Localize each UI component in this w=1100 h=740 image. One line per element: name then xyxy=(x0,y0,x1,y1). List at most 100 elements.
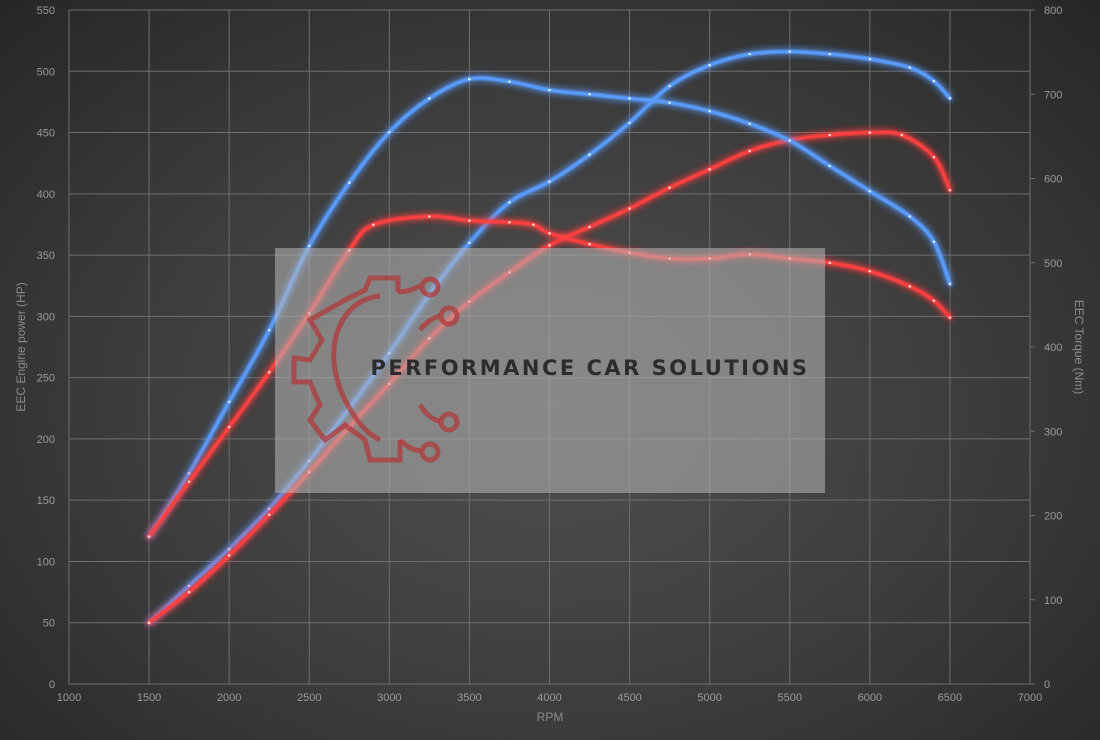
data-point xyxy=(828,52,832,56)
data-point xyxy=(227,425,231,429)
x-tick-label: 4000 xyxy=(537,692,561,704)
x-tick-label: 1500 xyxy=(137,692,161,704)
y-left-tick-label: 500 xyxy=(37,66,55,78)
data-point xyxy=(708,109,711,113)
data-point xyxy=(347,181,351,185)
x-tick-label: 5000 xyxy=(697,692,721,704)
data-point xyxy=(548,231,551,235)
data-point xyxy=(267,328,271,332)
x-tick-label: 6000 xyxy=(858,692,882,704)
y-right-tick-label: 200 xyxy=(1044,511,1062,523)
data-point xyxy=(828,261,832,265)
data-point xyxy=(668,101,671,104)
data-point xyxy=(588,225,591,229)
data-point xyxy=(468,77,471,81)
y-right-tick-label: 0 xyxy=(1044,679,1050,691)
data-point xyxy=(388,130,391,134)
data-point xyxy=(868,57,872,61)
data-point xyxy=(788,50,792,53)
data-point xyxy=(932,79,936,83)
data-point xyxy=(187,584,191,588)
data-point xyxy=(588,242,591,246)
data-point xyxy=(708,168,711,171)
data-point xyxy=(372,223,375,227)
y-right-tick-label: 400 xyxy=(1044,342,1062,354)
x-tick-label: 2000 xyxy=(217,692,241,704)
data-point xyxy=(868,189,872,193)
data-point xyxy=(468,241,471,245)
data-point xyxy=(908,215,912,218)
data-point xyxy=(588,92,591,96)
x-axis-label: RPM xyxy=(537,710,564,724)
data-point xyxy=(187,480,191,484)
data-point xyxy=(828,164,832,168)
data-point xyxy=(932,299,936,302)
data-point xyxy=(588,153,591,156)
data-point xyxy=(548,180,551,183)
data-point xyxy=(548,243,551,247)
data-point xyxy=(628,121,631,125)
data-point xyxy=(508,201,511,204)
data-point xyxy=(147,621,151,625)
watermark-text: PERFORMANCE CAR SOLUTIONS xyxy=(370,356,809,380)
data-point xyxy=(428,215,431,218)
x-tick-label: 5500 xyxy=(778,692,802,704)
x-tick-label: 6500 xyxy=(938,692,962,704)
y-axis-right-label: EEC Torque (Nm) xyxy=(1072,300,1086,394)
y-left-tick-label: 150 xyxy=(37,495,55,507)
data-point xyxy=(508,221,511,224)
data-point xyxy=(868,131,872,134)
data-point xyxy=(932,240,936,243)
y-right-tick-label: 500 xyxy=(1044,258,1062,270)
data-point xyxy=(532,223,535,227)
y-left-tick-label: 50 xyxy=(43,618,55,630)
data-point xyxy=(748,149,752,153)
gear-circuit-logo-icon xyxy=(291,275,460,463)
y-right-tick-label: 100 xyxy=(1044,595,1062,607)
data-point xyxy=(227,554,231,557)
tick-labels: 1000 1500 2000 2500 3000 3500 4000 4500 5000 5500… xyxy=(37,5,1063,704)
y-left-tick-label: 550 xyxy=(37,5,55,17)
data-point xyxy=(267,370,271,374)
y-right-tick-label: 800 xyxy=(1044,5,1062,17)
data-point xyxy=(828,133,832,137)
data-point xyxy=(908,285,912,288)
data-point xyxy=(227,400,231,404)
data-point xyxy=(267,513,271,517)
y-left-tick-label: 450 xyxy=(37,128,55,140)
data-point xyxy=(948,188,952,192)
x-tick-label: 3000 xyxy=(377,692,401,704)
y-axis-left-label: EEC Engine power (HP) xyxy=(14,282,28,411)
data-point xyxy=(948,96,952,100)
series-path xyxy=(147,131,952,624)
y-left-tick-label: 100 xyxy=(37,556,55,568)
y-right-tick-label: 700 xyxy=(1044,89,1062,101)
y-left-tick-label: 350 xyxy=(37,250,55,262)
y-left-tick-label: 250 xyxy=(37,373,55,385)
x-tick-label: 3500 xyxy=(457,692,481,704)
data-point xyxy=(307,244,311,248)
data-point xyxy=(948,316,952,319)
data-point xyxy=(267,507,271,511)
data-point xyxy=(668,186,671,189)
data-point xyxy=(948,282,952,286)
x-tick-label: 7000 xyxy=(1018,692,1042,704)
data-point xyxy=(868,269,872,273)
series-line-3 xyxy=(146,75,953,540)
data-point xyxy=(908,66,912,69)
x-tick-label: 4500 xyxy=(617,692,641,704)
x-tick-label: 2500 xyxy=(297,692,321,704)
data-point xyxy=(187,590,191,594)
data-point xyxy=(628,97,631,100)
watermark: PERFORMANCE CAR SOLUTIONS xyxy=(275,248,825,493)
data-point xyxy=(668,84,671,88)
y-left-tick-label: 300 xyxy=(37,311,55,323)
data-point xyxy=(788,139,792,142)
data-point xyxy=(428,97,431,100)
data-point xyxy=(900,133,904,137)
x-tick-label: 1000 xyxy=(57,692,81,704)
data-point xyxy=(932,155,936,159)
y-right-tick-label: 300 xyxy=(1044,426,1062,438)
data-point xyxy=(227,547,231,551)
